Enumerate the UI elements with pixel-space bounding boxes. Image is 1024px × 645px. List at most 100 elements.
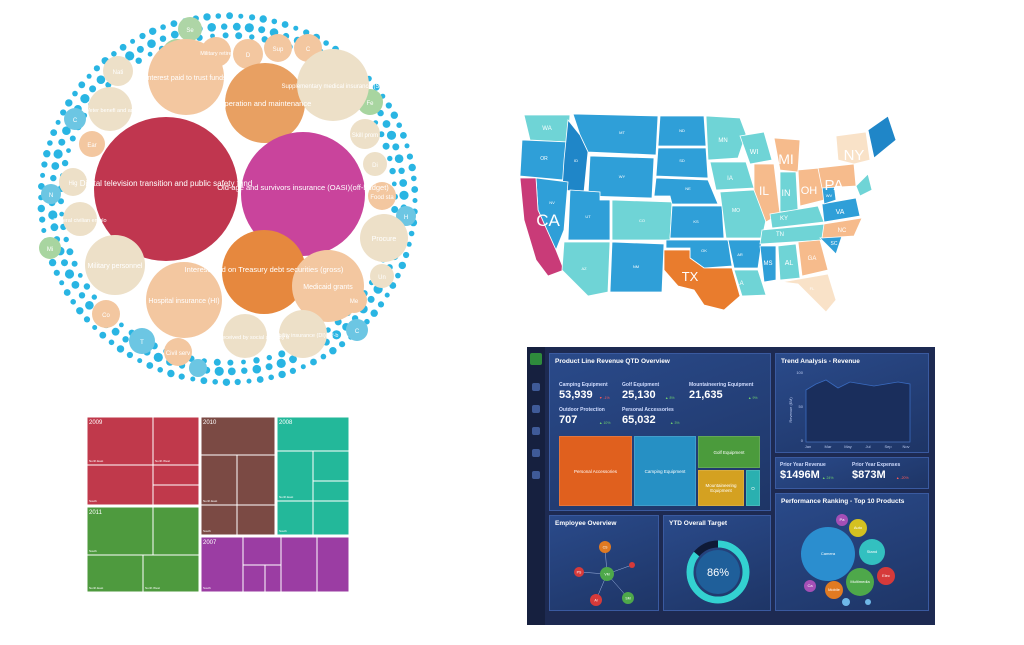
state-MN <box>705 115 747 161</box>
bubble <box>368 182 396 210</box>
bubble-elec[interactable] <box>877 567 895 585</box>
region-label: North East <box>89 586 103 590</box>
prior-expenses-value: $873M <box>852 469 886 481</box>
label-interest-social: Interest received by social security tr <box>201 335 290 341</box>
state-label-IL: IL <box>759 184 769 198</box>
box-personal-accessories[interactable]: Personal Accessories <box>559 436 632 506</box>
tiny-bubble <box>207 23 216 32</box>
bubble-multimedia[interactable] <box>846 568 874 596</box>
analytics-dashboard: Product Line Revenue QTD Overview Campin… <box>527 347 935 625</box>
tile-2008-b <box>276 450 314 502</box>
trend-area <box>805 379 911 443</box>
tiny-bubble <box>276 358 286 368</box>
chart-icon[interactable] <box>532 383 540 391</box>
state-label-LA: LA <box>736 281 743 287</box>
tiny-bubble <box>66 248 74 256</box>
kpi-delta-mountaineering: ▲ 9% <box>748 396 758 400</box>
bubble-auto[interactable] <box>849 519 867 537</box>
bubble-pa[interactable] <box>836 514 848 526</box>
bubble-labels: Digital television transition and public… <box>47 28 408 357</box>
node-cs[interactable] <box>599 541 611 553</box>
bubble <box>41 184 61 204</box>
bubble-digital-tv <box>94 117 238 261</box>
bubble-hospital <box>146 262 222 338</box>
tiny-bubble <box>147 39 156 48</box>
bar-icon[interactable] <box>532 405 540 413</box>
tiny-bubble <box>221 23 228 30</box>
tiny-bubble <box>111 327 120 336</box>
bubble-camera[interactable] <box>801 527 855 581</box>
tiny-bubble <box>77 273 83 278</box>
medium-bubbles <box>39 17 416 377</box>
label-small-7: Un <box>378 275 386 281</box>
tile-2010-c <box>236 454 276 506</box>
user-icon[interactable] <box>532 471 540 479</box>
pen-icon[interactable] <box>532 449 540 457</box>
state-label-TX: TX <box>682 269 699 284</box>
bubble-interest-trust <box>148 39 224 115</box>
tiny-bubble <box>339 341 346 348</box>
tiny-bubble <box>53 269 60 276</box>
box-golf-equipment[interactable]: Golf Equipment <box>698 436 760 468</box>
tiny-bubble <box>108 339 115 346</box>
state-label-WI: WI <box>750 149 759 156</box>
tiny-bubble <box>268 374 274 381</box>
state-ND <box>657 115 707 147</box>
node-ai[interactable] <box>590 594 602 606</box>
node-ps[interactable] <box>574 567 584 577</box>
ytd-title: YTD Overall Target <box>669 520 728 527</box>
tile-2011-d <box>142 554 200 593</box>
state-label-WV: WV <box>826 193 833 198</box>
tiny-bubble <box>213 358 221 366</box>
treemap-svg: 2009 2010 2008 2011 2007 North East Nort… <box>86 416 350 593</box>
state-label-MI: MI <box>778 151 794 167</box>
state-UT <box>567 189 611 241</box>
bubble-ca[interactable] <box>804 580 816 592</box>
box-camping-equipment[interactable]: Camping Equipment <box>634 436 696 506</box>
settings-icon[interactable] <box>532 427 540 435</box>
bubble-label: Pa <box>840 517 846 522</box>
label-small-6: H <box>404 215 408 221</box>
tiny-bubble <box>62 126 71 135</box>
bubble-small[interactable] <box>842 598 850 606</box>
circle-pack-chart: Digital television transition and public… <box>20 6 420 386</box>
state-AZ <box>561 241 611 297</box>
bubble-label: Auto <box>854 525 863 530</box>
tiny-bubble <box>398 167 405 174</box>
bubble <box>370 264 394 288</box>
node-small[interactable] <box>629 562 635 568</box>
tiny-bubble <box>249 34 255 40</box>
tiny-bubble <box>86 73 92 79</box>
state-label-SD: SD <box>679 158 685 163</box>
state-label-OH: OH <box>801 185 818 197</box>
treemap-label-2011: 2011 <box>89 510 103 516</box>
kpi-value-mountaineering: 21,635 <box>689 389 723 401</box>
state-TX <box>663 249 741 311</box>
tiny-bubble <box>227 359 234 366</box>
bubble <box>88 87 132 131</box>
tile-2009-s <box>86 464 154 506</box>
bubble-mobile[interactable] <box>825 581 843 599</box>
bubble <box>264 34 292 62</box>
state-label-CA: CA <box>536 211 560 230</box>
box-mountaineering-equipment[interactable]: Mountaineering Equipment <box>698 470 744 506</box>
bubble-small[interactable] <box>865 599 871 605</box>
trend-ytick: 0 <box>801 438 804 443</box>
label-interest-trust: Interest paid to trust funds <box>146 75 227 82</box>
bubble <box>346 319 368 341</box>
bubble-stand[interactable] <box>859 539 885 565</box>
state-label-IN: IN <box>782 188 791 198</box>
tiny-bubble <box>222 32 229 39</box>
node-sm[interactable] <box>622 592 634 604</box>
label-military-personnel: Military personnel <box>88 263 143 270</box>
kpi-delta-mountaineering-text: 9% <box>752 396 758 400</box>
tiny-bubble <box>370 309 378 317</box>
tile-2010-d <box>200 504 238 536</box>
tiny-bubble <box>259 15 267 23</box>
tiny-bubble <box>391 181 397 187</box>
node-vm[interactable] <box>600 567 614 581</box>
prior-year-card: Prior Year Revenue $1496M ▲ 24% Prior Ye… <box>775 457 929 489</box>
state-SD <box>655 147 709 179</box>
box-outdoor-protection[interactable]: O <box>746 470 760 506</box>
home-icon[interactable] <box>530 353 542 365</box>
